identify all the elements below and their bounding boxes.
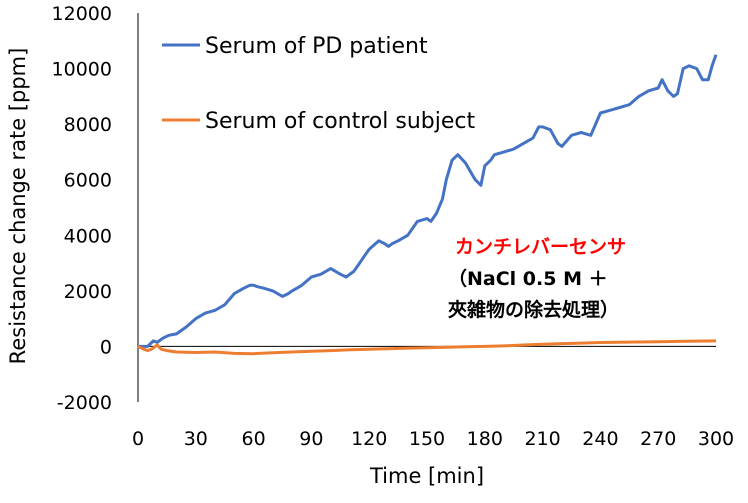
- y-tick-label: 10000: [52, 59, 112, 81]
- y-tick-labels: -2000 0 2000 4000 6000 8000 10000 12000: [52, 3, 112, 414]
- y-tick-label: -2000: [57, 392, 112, 414]
- y-tick-label: 12000: [52, 3, 112, 25]
- legend-label-control: Serum of control subject: [205, 109, 475, 134]
- y-tick-label: 2000: [64, 281, 112, 303]
- annotation-line-1: カンチレバーセンサ: [455, 236, 626, 258]
- series-layer: [137, 54, 718, 356]
- x-tick-label: 90: [299, 428, 323, 450]
- x-tick-label: 120: [351, 428, 387, 450]
- x-tick-labels: 0 30 60 90 120 150 180 210 240 270 300: [132, 428, 734, 450]
- x-tick-label: 210: [524, 428, 560, 450]
- y-tick-label: 8000: [64, 114, 112, 136]
- annotation: カンチレバーセンサ （NaCl 0.5 M ＋ 夾雑物の除去処理）: [448, 236, 626, 321]
- x-axis-title: Time [min]: [369, 464, 484, 488]
- x-tick-label: 270: [640, 428, 676, 450]
- annotation-line-2: （NaCl 0.5 M ＋: [448, 267, 608, 290]
- x-tick-label: 180: [467, 428, 503, 450]
- series-line-control: [137, 339, 717, 356]
- x-tick-label: 30: [184, 428, 208, 450]
- legend: Serum of PD patient Serum of control sub…: [162, 34, 475, 134]
- legend-label-pd: Serum of PD patient: [205, 34, 428, 59]
- x-tick-label: 0: [132, 428, 144, 450]
- x-tick-label: 300: [698, 428, 734, 450]
- annotation-line-3: 夾雑物の除去処理）: [448, 298, 619, 321]
- x-tick-label: 150: [409, 428, 445, 450]
- x-tick-label: 240: [582, 428, 618, 450]
- y-tick-label: 6000: [64, 170, 112, 192]
- series-line-pd: [138, 54, 718, 348]
- x-tick-label: 60: [242, 428, 266, 450]
- y-tick-label: 0: [100, 336, 112, 358]
- y-axis-title: Resistance change rate [ppm]: [6, 48, 30, 365]
- y-tick-label: 4000: [64, 225, 112, 247]
